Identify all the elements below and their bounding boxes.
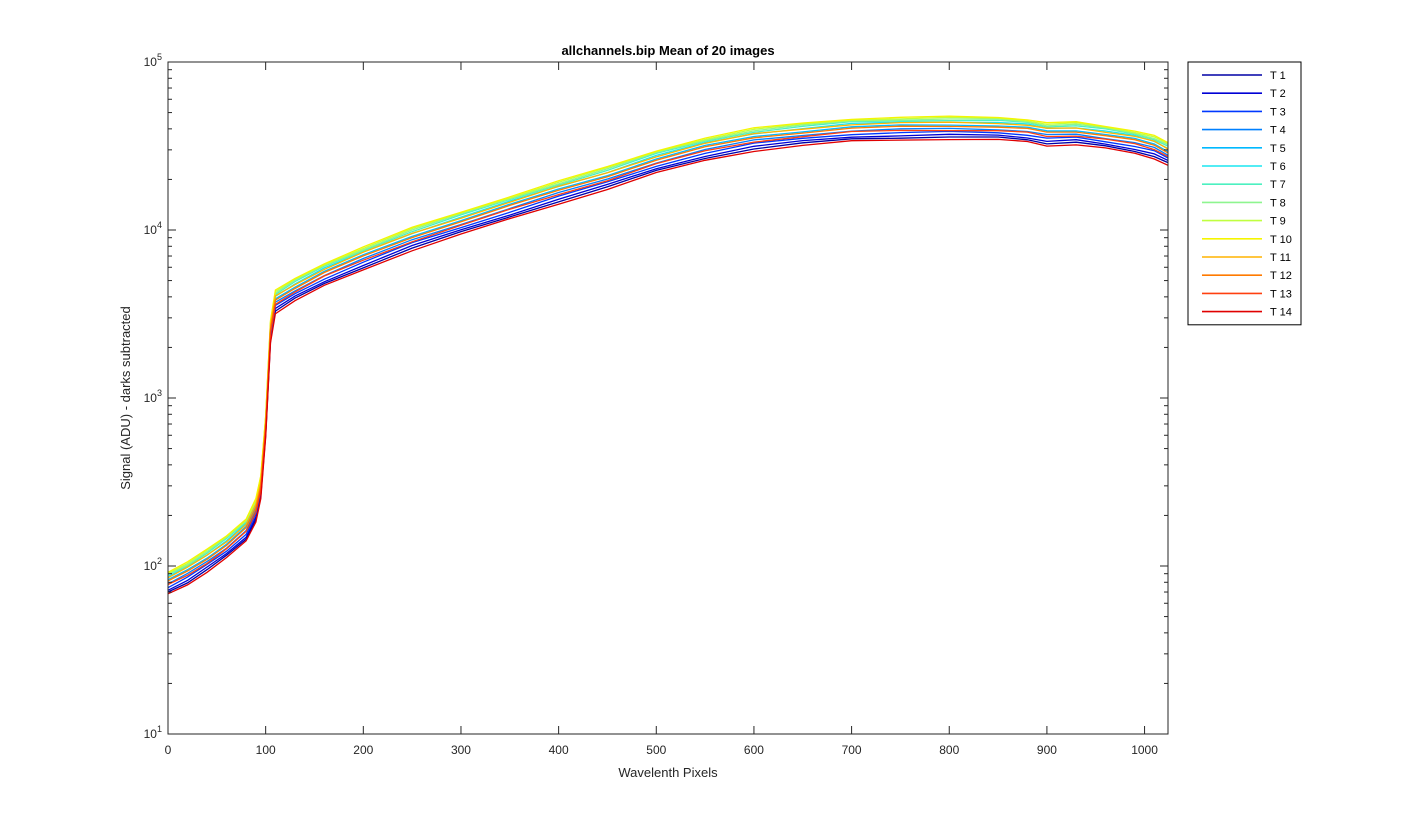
series-line-4 [167, 127, 1169, 585]
series-line-6 [167, 121, 1169, 577]
legend-label-14: T 14 [1270, 307, 1292, 319]
x-tick-labels: 0 100 200 300 400 500 600 700 800 900 1000 [165, 743, 1159, 757]
x-axis-label: Wavelenth Pixels [618, 765, 718, 780]
x-tick-label: 0 [165, 743, 172, 757]
legend-label-3: T 3 [1270, 106, 1286, 118]
x-tick-label: 500 [646, 743, 666, 757]
legend-label-7: T 7 [1270, 179, 1286, 191]
y-tick-label: 103 [144, 388, 162, 405]
series-line-12 [167, 125, 1169, 582]
x-tick-label: 200 [353, 743, 373, 757]
legend: T 1 T 2 T 3 T 4 T 5 T 6 T 7 T 8 T 9 T 10 T 11 T 12 T… [1187, 61, 1302, 326]
legend-label-9: T 9 [1270, 216, 1286, 228]
x-tick-label: 400 [549, 743, 569, 757]
legend-label-8: T 8 [1270, 197, 1286, 209]
legend-box [1187, 61, 1302, 326]
legend-label-4: T 4 [1270, 125, 1286, 137]
series-line-5 [167, 124, 1169, 581]
legend-label-5: T 5 [1270, 143, 1286, 155]
series-line-7 [167, 119, 1169, 576]
x-tick-label: 900 [1037, 743, 1057, 757]
legend-label-6: T 6 [1270, 161, 1286, 173]
legend-label-13: T 13 [1270, 288, 1292, 300]
legend-label-1: T 1 [1270, 70, 1286, 82]
y-tick-label: 101 [144, 724, 162, 741]
series-line-9 [167, 116, 1169, 574]
series-line-13 [167, 129, 1169, 586]
series-line-2 [167, 133, 1169, 591]
y-tick-label: 102 [144, 556, 162, 573]
legend-label-11: T 11 [1270, 252, 1291, 264]
x-tick-label: 1000 [1131, 743, 1158, 757]
series-line-11 [167, 121, 1169, 579]
chart-title: allchannels.bip Mean of 20 images [561, 43, 774, 58]
series-line-3 [167, 130, 1169, 589]
x-tick-label: 700 [842, 743, 862, 757]
y-tick-label: 104 [144, 220, 162, 237]
legend-label-2: T 2 [1270, 88, 1286, 100]
series-lines [167, 115, 1169, 595]
series-line-1 [167, 136, 1169, 593]
series-line-10 [167, 115, 1169, 573]
series-line-14 [167, 138, 1169, 595]
y-tick-label: 105 [144, 52, 162, 69]
x-tick-label: 600 [744, 743, 764, 757]
y-tick-labels: 101 102 103 104 105 [144, 52, 162, 741]
x-tick-label: 800 [939, 743, 959, 757]
series-line-8 [167, 118, 1169, 575]
legend-label-12: T 12 [1270, 270, 1292, 282]
x-tick-label: 300 [451, 743, 471, 757]
x-tick-label: 100 [256, 743, 276, 757]
axis-ticks [167, 61, 1168, 735]
legend-label-10: T 10 [1270, 234, 1292, 246]
y-axis-label: Signal (ADU) - darks subtracted [118, 306, 133, 490]
